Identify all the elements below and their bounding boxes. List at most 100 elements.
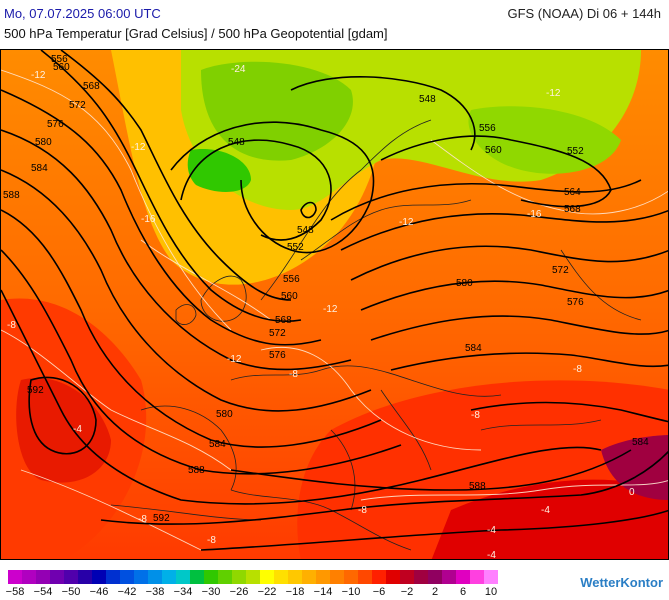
isotherm-label: -4 [73,424,82,435]
brand-logo: WetterKontor [580,575,663,590]
legend-swatch [260,570,274,584]
isohypse-label: 572 [69,100,86,111]
legend-swatch [120,570,134,584]
isohypse-label: 568 [83,81,100,92]
isotherm-label: -12 [31,70,46,81]
legend-swatch [316,570,330,584]
isohypse-label: 576 [269,350,286,361]
legend-swatch [456,570,470,584]
legend-swatch [162,570,176,584]
isotherms [1,69,668,551]
legend-swatch [78,570,92,584]
legend-tick-label: −50 [61,586,81,598]
legend-ticks: −58 −54 −50 −46 −42 −38 −34 −30 −26 −22 −18 −14 −10−… [5,586,540,600]
legend-swatch [302,570,316,584]
isohypse-label: 556 [51,54,68,65]
isohypse-label: 572 [269,328,286,339]
isohypse-label: 588 [3,190,20,201]
legend-swatch [218,570,232,584]
isotherm-label: -8 [289,369,298,380]
legend-swatch [134,570,148,584]
legend-tick-label: −42 [117,586,137,598]
legend-swatch [64,570,78,584]
legend-tick-label: −38 [145,586,165,598]
warm-core-west [16,378,111,483]
isohypse-label: 592 [153,513,170,524]
legend-swatch [274,570,288,584]
isohypse-label: 564 [564,187,581,198]
isohypse-label: 568 [275,315,292,326]
isohypse-label: 580 [216,409,233,420]
isotherm-label: -8 [7,320,16,331]
legend-swatch [8,570,22,584]
legend-swatch [330,570,344,584]
run-date: Mo, 07.07.2025 06:00 UTC [4,6,161,21]
legend-swatch [358,570,372,584]
legend-swatch [36,570,50,584]
legend-tick-label: −10 [341,586,361,598]
isohypse-label: 560 [281,291,298,302]
legend-tick-label: −26 [229,586,249,598]
isohypse-label: 552 [287,242,304,253]
temperature-legend [8,570,498,584]
legend-tick-label: 2 [431,586,439,598]
legend-swatch [22,570,36,584]
legend-swatch [288,570,302,584]
legend-tick-label: −34 [173,586,193,598]
legend-tick-label: 10 [484,586,498,598]
isotherm-label: -8 [138,514,147,525]
isohypse-label: 588 [188,465,205,476]
weather-map: 556 560 568 572 576 580 584 588 548 548 … [0,49,669,560]
isotherm-label: 0 [629,487,635,498]
legend-swatch [92,570,106,584]
isotherm-label: -8 [471,410,480,421]
isotherm-label: -12 [131,142,146,153]
isohypse-label: 580 [35,137,52,148]
isohypse-label: 556 [479,123,496,134]
isotherm-label: -16 [527,209,542,220]
isotherm-label: -8 [207,535,216,546]
legend-swatch [50,570,64,584]
isotherm-label: -12 [546,88,561,99]
legend-tick-label: −58 [5,586,25,598]
isotherm-label: -12 [323,304,338,315]
isohypse-label: 560 [53,62,70,73]
coastlines [110,119,642,551]
isohypse-label: 552 [567,146,584,157]
isotherm-label: -8 [573,364,582,375]
legend-swatch [484,570,498,584]
isotherm-label: -8 [358,505,367,516]
legend-tick-label: −2 [400,586,414,598]
isotherm-label: -12 [227,354,242,365]
legend-swatch [386,570,400,584]
legend-swatch [414,570,428,584]
isohypse-labels: 556 560 568 572 576 580 584 588 548 548 … [3,54,649,524]
legend-tick-label: −22 [257,586,277,598]
isohypses [1,50,668,551]
isotherm-labels: -12 -24 -12 -16 -12 -16 -12 -8 -12 -8 -4… [7,64,635,560]
cold-core-north [201,61,353,161]
legend-tick-label: −6 [372,586,386,598]
legend-tick-label: −18 [285,586,305,598]
legend-swatch [204,570,218,584]
map-subtitle: 500 hPa Temperatur [Grad Celsius] / 500 … [4,26,388,41]
map-svg: 556 560 568 572 576 580 584 588 548 548 … [1,50,668,560]
legend-swatch [246,570,260,584]
isohypse-label: 548 [228,137,245,148]
isohypse-label: 592 [27,385,44,396]
legend-swatch [148,570,162,584]
legend-swatch [428,570,442,584]
isohypse-label: 576 [567,297,584,308]
isohypse-label: 572 [552,265,569,276]
legend-tick-label: −46 [89,586,109,598]
legend-tick-label: −14 [313,586,333,598]
legend-swatch [106,570,120,584]
legend-tick-label: −30 [201,586,221,598]
isotherm-label: -4 [541,505,550,516]
isohypse-label: 556 [283,274,300,285]
isohypse-label: 548 [419,94,436,105]
isotherm-label: -12 [399,217,414,228]
isotherm-label: -4 [487,550,496,560]
legend-tick-label: 6 [459,586,467,598]
legend-swatch [176,570,190,584]
